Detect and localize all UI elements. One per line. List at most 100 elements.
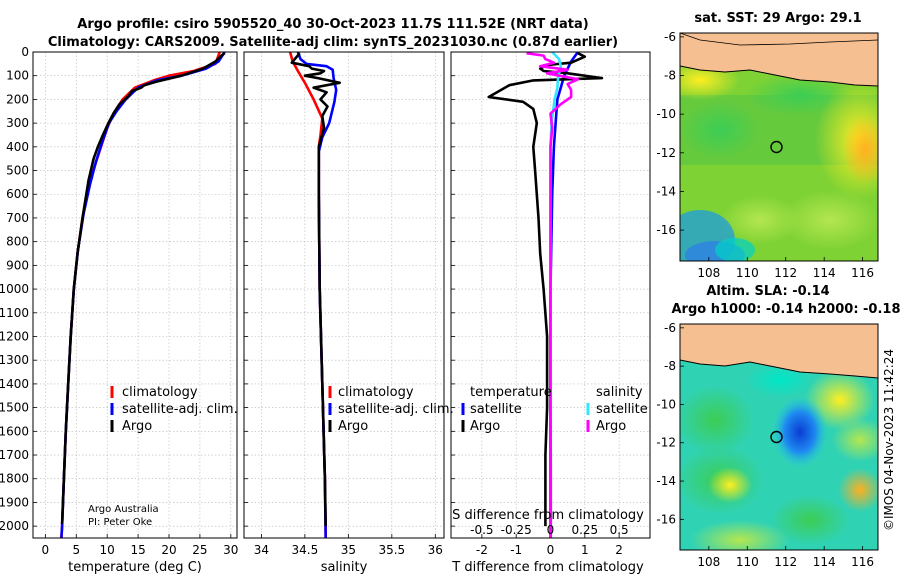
sla-map-frame [679,323,879,551]
series-line-temperature-argo [487,52,604,527]
sst-map-title: sat. SST: 29 Argo: 29.1 [694,11,861,26]
x-tick-label: 1 [581,543,589,557]
y-tick-label: 1000 [0,282,29,296]
sst-map-ticks: 108 110 112 114 116 -6 -8 -10 -12 -14 -16 [656,30,874,280]
s-tick-label: -0.25 [501,523,532,537]
temperature-grid [33,51,237,538]
map-x-tick-label: 114 [813,266,836,280]
map-y-tick-label: -6 [664,30,676,44]
figure-title-line1: Argo profile: csiro 5905520_40 30-Oct-20… [77,17,588,32]
map-y-tick-label: -12 [656,146,676,160]
series-line-satellite-adj-clim- [296,52,338,538]
difference-axes-box [450,51,651,539]
y-tick-label: 2000 [0,519,29,533]
map-y-tick-label: -6 [664,321,676,335]
legend-label-climatology: climatology [122,385,198,400]
map-x-tick-label: 108 [697,555,720,569]
legend-label-t-argo: Argo [470,419,500,434]
series-line-temperature-satellite [549,52,579,538]
s-difference-tick-labels: -0.5 -0.25 0 0.25 0.5 [470,523,628,537]
y-tick-label: 500 [6,164,29,178]
map-x-tick-label: 112 [774,266,797,280]
temperature-axes-box [32,51,238,539]
s-tick-label: -0.5 [470,523,493,537]
land-java [680,33,878,87]
legend-label-argo: Argo [338,419,368,434]
x-tick-label: 35 [341,543,356,557]
legend-label-satellite: satellite-adj. clim. [338,402,454,417]
temperature-lines [60,52,226,538]
map-y-tick-label: -14 [656,184,676,198]
x-tick-label: 15 [130,543,145,557]
figure-title-line2: Climatology: CARS2009. Satellite-adj cli… [48,35,618,50]
s-tick-label: 0.5 [610,523,629,537]
difference-lines [487,52,604,538]
profile-location-marker [770,140,783,154]
series-line-climatology [60,52,221,538]
temperature-tick-labels: 0 5 10 15 20 25 30 [42,543,239,557]
y-tick-label: 900 [6,258,29,272]
legend-label-satellite: satellite-adj. clim. [122,402,238,417]
land-java [680,324,878,379]
x-tick-label: 25 [192,543,207,557]
legend-label-s-argo: Argo [596,419,626,434]
y-tick-label: 1600 [0,424,29,438]
x-tick-label: 2 [615,543,623,557]
series-line-salinity-argo [526,52,580,538]
credit-org: Argo Australia [88,504,159,515]
depth-tick-labels: 0 100 200 300 400 500 600 700 800 900 1000 1100 1200… [0,45,29,533]
sla-map-ticks: 108 110 112 114 116 -6 -8 -10 -12 -14 -16 [656,321,874,569]
y-tick-label: 1200 [0,329,29,343]
map-y-tick-label: -8 [664,359,676,373]
map-y-tick-label: -8 [664,69,676,83]
temperature-panel: 0100200300400500600700800900100011001200… [0,45,238,575]
y-tick-label: 1400 [0,377,29,391]
x-tick-label: 0 [42,543,50,557]
imos-stamp: ©IMOS 04-Nov-2023 11:42:24 [882,349,896,531]
map-x-tick-label: 112 [774,555,797,569]
legend-header-salinity: salinity [596,385,643,400]
map-y-tick-label: -16 [656,512,676,526]
legend-header-temperature: temperature [470,385,552,400]
salinity-legend: climatology satellite-adj. clim. Argo [328,385,454,434]
map-y-tick-label: -14 [656,474,676,488]
legend-label-argo: Argo [122,419,152,434]
x-tick-label: 0 [547,543,555,557]
profile-location-marker [770,430,783,444]
y-tick-label: 1500 [0,401,29,415]
salinity-lines [288,52,342,538]
x-tick-label: -1 [510,543,522,557]
x-tick-label: 34.5 [292,543,319,557]
map-x-tick-label: 110 [736,555,759,569]
y-tick-label: 0 [21,45,29,59]
salinity-tick-labels: 34 34.5 35 35.5 36 [254,543,443,557]
s-tick-label: 0 [547,523,555,537]
y-tick-label: 100 [6,69,29,83]
sla-field [680,324,878,550]
legend-label-s-satellite: satellite [596,402,648,417]
x-tick-label: 5 [72,543,80,557]
salinity-panel: 34 34.5 35 35.5 36 salinity climatology sate… [243,51,454,575]
sst-map-frame [679,32,879,262]
sla-map-title2: Argo h1000: -0.14 h2000: -0.18 [671,302,900,317]
y-tick-label: 1800 [0,472,29,486]
x-tick-label: -2 [476,543,488,557]
map-x-tick-label: 114 [813,555,836,569]
sst-map: sat. SST: 29 Argo: 29.1 108 110 112 114 116 -… [656,11,879,280]
sla-map: Altim. SLA: -0.14 Argo h1000: -0.14 h200… [656,284,900,569]
series-line-argo [60,52,226,524]
map-y-tick-label: -10 [656,397,676,411]
s-difference-xlabel: S difference from climatology [452,508,644,523]
temperature-xlabel: temperature (deg C) [68,560,202,575]
difference-legend: temperature salinity satellite Argo sate… [461,385,648,434]
y-tick-label: 200 [6,92,29,106]
x-tick-label: 35.5 [378,543,405,557]
y-tick-label: 400 [6,140,29,154]
map-x-tick-label: 116 [851,266,874,280]
y-tick-label: 300 [6,116,29,130]
credit-pi: PI: Peter Oke [88,517,152,528]
y-tick-label: 1100 [0,306,29,320]
y-tick-label: 600 [6,187,29,201]
temperature-legend: climatology satellite-adj. clim. Argo [110,385,238,434]
